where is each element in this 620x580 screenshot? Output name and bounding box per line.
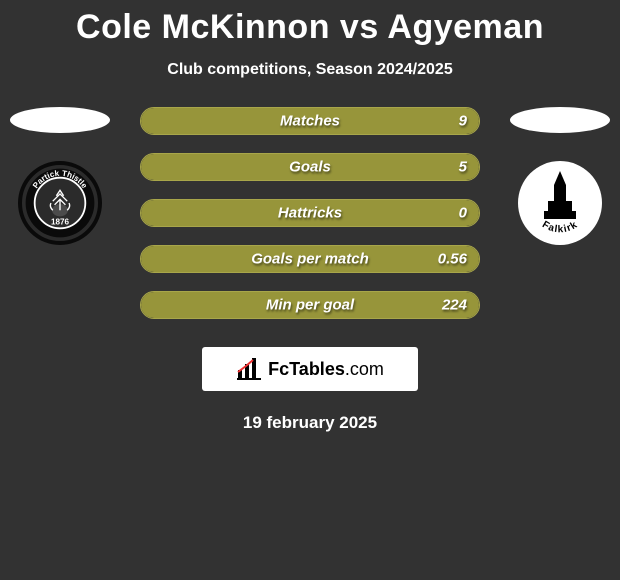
stat-value: 224: [442, 297, 467, 314]
stat-value: 9: [459, 113, 467, 130]
falkirk-crest-icon: Falkirk: [518, 161, 602, 245]
stat-label: Hattricks: [278, 205, 342, 222]
stat-bar: Goals 5: [140, 153, 480, 181]
stat-bar: Matches 9: [140, 107, 480, 135]
stat-bar: Hattricks 0: [140, 199, 480, 227]
stat-label: Goals per match: [251, 251, 369, 268]
stat-bar: Min per goal 224: [140, 291, 480, 319]
brand-box[interactable]: FcTables.com: [202, 347, 418, 391]
left-ellipse: [10, 107, 110, 133]
brand-text: FcTables.com: [268, 359, 384, 380]
left-club-crest: Partick Thistle 1876: [18, 161, 102, 245]
stat-value: 0.56: [438, 251, 467, 268]
stat-label: Min per goal: [266, 297, 354, 314]
stat-bars: Matches 9 Goals 5 Hattricks 0 Goals per match 0…: [140, 107, 480, 319]
stat-value: 0: [459, 205, 467, 222]
thistle-crest-icon: Partick Thistle 1876: [22, 165, 98, 241]
comparison-panel: Partick Thistle 1876 Falkirk: [0, 107, 620, 433]
left-club-year: 1876: [51, 218, 70, 227]
stat-label: Matches: [280, 113, 340, 130]
stat-bar: Goals per match 0.56: [140, 245, 480, 273]
subtitle: Club competitions, Season 2024/2025: [0, 61, 620, 79]
stat-label: Goals: [289, 159, 331, 176]
stat-value: 5: [459, 159, 467, 176]
right-ellipse: [510, 107, 610, 133]
bar-chart-icon: [236, 358, 262, 380]
right-club-crest: Falkirk: [518, 161, 602, 245]
page-title: Cole McKinnon vs Agyeman: [0, 0, 620, 47]
snapshot-date: 19 february 2025: [0, 413, 620, 433]
